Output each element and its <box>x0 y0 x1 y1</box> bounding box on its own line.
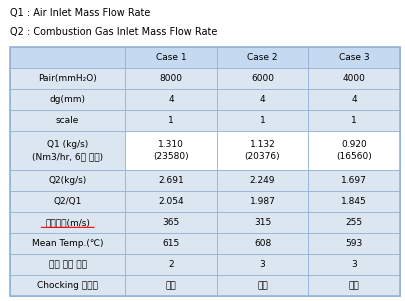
Text: 최대속도(m/s): 최대속도(m/s) <box>45 218 90 227</box>
Bar <box>125 170 216 191</box>
Text: 3: 3 <box>259 260 265 269</box>
Bar <box>307 68 399 89</box>
Text: 2.691: 2.691 <box>158 176 183 185</box>
Bar <box>10 191 125 212</box>
Bar <box>216 131 307 170</box>
Bar <box>125 275 216 296</box>
Bar <box>307 47 399 68</box>
Bar <box>10 212 125 233</box>
Bar <box>307 170 399 191</box>
Text: 0.920
(16560): 0.920 (16560) <box>335 140 371 161</box>
Text: 1.987: 1.987 <box>249 197 275 206</box>
Text: 1.845: 1.845 <box>340 197 366 206</box>
Bar <box>216 68 307 89</box>
Text: Case 3: Case 3 <box>338 53 369 62</box>
Text: 6000: 6000 <box>250 74 273 83</box>
Bar <box>125 68 216 89</box>
Text: 255: 255 <box>345 218 362 227</box>
Text: 593: 593 <box>345 239 362 248</box>
Text: 4000: 4000 <box>342 74 364 83</box>
Bar <box>10 47 399 296</box>
Bar <box>307 131 399 170</box>
Bar <box>216 233 307 254</box>
Text: 3: 3 <box>350 260 356 269</box>
Bar <box>125 131 216 170</box>
Text: scale: scale <box>56 116 79 125</box>
Text: 1.310
(23580): 1.310 (23580) <box>153 140 188 161</box>
Text: Q1 (kg/s)
(Nm3/hr, 6개 노즐): Q1 (kg/s) (Nm3/hr, 6개 노즐) <box>32 140 103 161</box>
Bar <box>307 212 399 233</box>
Text: 2.249: 2.249 <box>249 176 275 185</box>
Bar <box>10 254 125 275</box>
Bar <box>125 254 216 275</box>
Bar <box>10 68 125 89</box>
Text: 365: 365 <box>162 218 179 227</box>
Bar <box>125 233 216 254</box>
Bar <box>216 212 307 233</box>
Text: 추천 노즐 개수: 추천 노즐 개수 <box>49 260 86 269</box>
Text: 8000: 8000 <box>159 74 182 83</box>
Bar <box>307 275 399 296</box>
Bar <box>307 89 399 110</box>
Bar <box>216 110 307 131</box>
Text: 1.697: 1.697 <box>340 176 366 185</box>
Text: Q2 : Combustion Gas Inlet Mass Flow Rate: Q2 : Combustion Gas Inlet Mass Flow Rate <box>10 27 217 37</box>
Bar <box>10 275 125 296</box>
Text: Q2(kg/s): Q2(kg/s) <box>48 176 87 185</box>
Text: 1.132
(20376): 1.132 (20376) <box>244 140 279 161</box>
Bar <box>10 110 125 131</box>
Bar <box>307 233 399 254</box>
Text: Q1 : Air Inlet Mass Flow Rate: Q1 : Air Inlet Mass Flow Rate <box>10 8 150 17</box>
Bar <box>216 191 307 212</box>
Text: Case 1: Case 1 <box>155 53 186 62</box>
Bar <box>10 131 125 170</box>
Text: Case 2: Case 2 <box>247 53 277 62</box>
Bar <box>216 275 307 296</box>
Bar <box>10 47 125 68</box>
Text: 4: 4 <box>350 95 356 104</box>
Bar <box>307 254 399 275</box>
Bar <box>216 170 307 191</box>
Text: 1: 1 <box>350 116 356 125</box>
Text: dg(mm): dg(mm) <box>49 95 85 104</box>
Text: 615: 615 <box>162 239 179 248</box>
Text: Pair(mmH₂O): Pair(mmH₂O) <box>38 74 97 83</box>
Bar <box>125 212 216 233</box>
Bar <box>10 89 125 110</box>
Bar <box>10 233 125 254</box>
Bar <box>125 191 216 212</box>
Bar <box>216 47 307 68</box>
Text: 있음: 있음 <box>165 281 176 290</box>
Text: 608: 608 <box>253 239 271 248</box>
Text: 없음: 없음 <box>256 281 267 290</box>
Text: 1: 1 <box>168 116 173 125</box>
Bar <box>125 110 216 131</box>
Bar <box>125 47 216 68</box>
Bar <box>307 191 399 212</box>
Bar <box>216 254 307 275</box>
Text: 1: 1 <box>259 116 265 125</box>
Text: 4: 4 <box>259 95 265 104</box>
Text: Mean Temp.(℃): Mean Temp.(℃) <box>32 239 103 248</box>
Text: 없음: 없음 <box>348 281 358 290</box>
Bar <box>10 170 125 191</box>
Bar <box>125 89 216 110</box>
Bar <box>307 110 399 131</box>
Text: Q2/Q1: Q2/Q1 <box>53 197 82 206</box>
Text: 4: 4 <box>168 95 173 104</box>
Text: 2.054: 2.054 <box>158 197 183 206</box>
Text: 315: 315 <box>253 218 271 227</box>
Text: Chocking 가능성: Chocking 가능성 <box>37 281 98 290</box>
Bar <box>216 89 307 110</box>
Text: 2: 2 <box>168 260 173 269</box>
